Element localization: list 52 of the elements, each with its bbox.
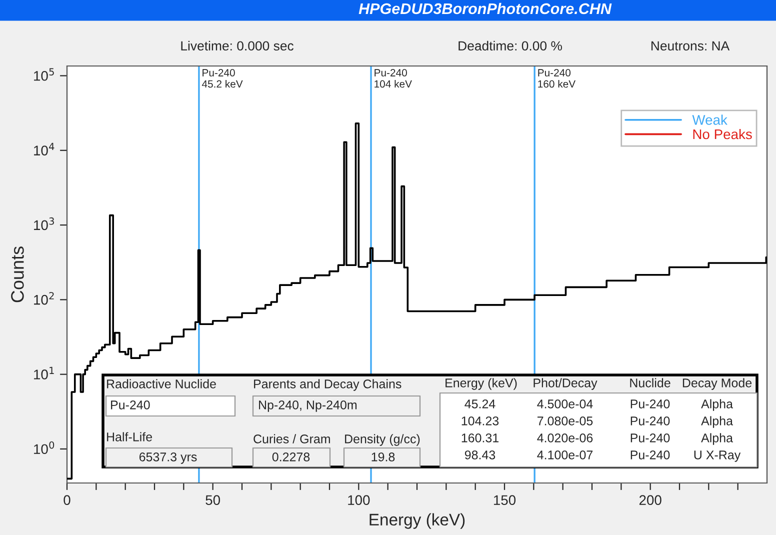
annotation: 4.500e-04 [537,400,593,408]
annotation: 19.8 [372,452,395,462]
chart-title: HPGeDUD3BoronPhotonCore.CHN [358,2,612,14]
annotation: 45.24 [464,400,496,408]
x-tick-label: 50 [206,495,220,506]
y-tick-label: 10$^{3}$ [34,217,54,230]
annotation: Alpha [701,399,733,411]
ref-line-label: Pu-240 45.2 keV [202,69,243,88]
legend-label: No Peaks [693,128,752,140]
annotation: Pu-240 [630,400,670,408]
annotation: 98.43 [464,450,496,460]
annotation: Alpha [701,433,733,445]
annotation: U X-Ray [694,450,741,462]
annotation: Radioactive Nuclide [107,379,216,388]
annotation: Pu-240 [630,416,670,426]
annotation: 4.100e-07 [537,450,593,460]
annotation: 104.23 [462,416,499,426]
annotation: Pu-240 [630,450,670,460]
text: Livetime: 0.000 sec [181,40,294,51]
annotation: Pu-240 [630,434,670,442]
x-tick-label: 0 [64,495,70,506]
annotation: Pu-240 [111,400,150,410]
annotation: Np-240, Np-240m [259,400,357,412]
annotation: Half-Life [107,432,152,442]
x-tick-label: 100 [348,495,370,506]
y-tick-label: 10$^{5}$ [34,68,54,81]
annotation: 160.31 [462,434,499,442]
y-tick-label: 10$^{1}$ [34,366,54,380]
x-tick-label: 200 [639,495,662,506]
annotation: 0.2278 [272,452,310,462]
x-tick-label: 150 [494,495,516,506]
annotation: 4.020e-06 [537,434,593,442]
ref-line-label: Pu-240 104 keV [374,69,412,88]
ref-line-label: Pu-240 160 keV [538,69,576,88]
annotation: Phot/Decay [534,378,598,390]
y-tick-label: 10$^{2}$ [34,292,54,305]
annotation: Nuclide [630,378,670,388]
annotation: Curies / Gram [254,434,330,444]
text: Neutrons: NA [651,41,730,51]
annotation: Density (g/cc) [345,434,420,446]
annotation: Alpha [701,416,733,428]
text: Deadtime: 0.00 % [458,40,562,51]
annotation: Parents and Decay Chains [254,379,402,391]
y-tick-label: 10$^{4}$ [34,142,54,156]
annotation: 6537.3 yrs [139,452,197,464]
annotation: Decay Mode [682,378,752,390]
y-tick-label: 10$^{0}$ [34,441,54,454]
annotation: Energy (keV) [446,378,517,390]
legend-label: Weak [692,114,728,125]
annotation: 7.080e-05 [537,416,593,426]
y-axis-title: Counts [11,246,24,302]
x-axis-title: Energy (keV) [370,513,465,529]
